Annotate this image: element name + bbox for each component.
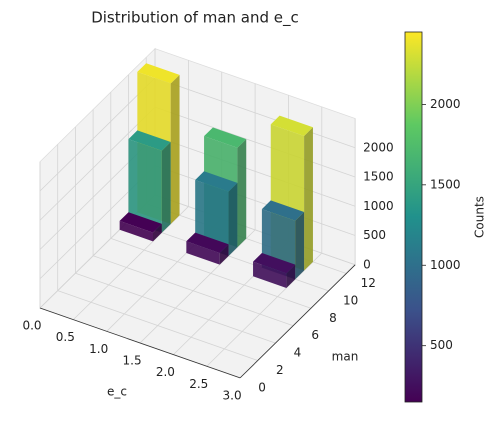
bar-top (253, 252, 296, 274)
grid-line (154, 136, 356, 207)
z-tick-label: 1500 (363, 170, 394, 184)
x-tick-label: 0.5 (56, 330, 75, 344)
bar-side (170, 74, 180, 224)
colorbar-tick-label: 1000 (430, 258, 461, 272)
x-tick-label: 0.0 (22, 319, 41, 333)
bar-side (161, 142, 171, 233)
y-tick-label: 4 (294, 346, 302, 360)
bar-top (119, 212, 162, 233)
bar-top (261, 200, 305, 221)
bar-side (237, 139, 247, 248)
colorbar-label: Counts (473, 196, 487, 238)
z-tick-label: 2000 (363, 140, 394, 154)
grid-line (39, 106, 156, 221)
bar-top (270, 115, 313, 136)
grid-line (75, 272, 276, 344)
grid-line (57, 290, 258, 361)
grid-line (39, 77, 156, 192)
x-axis-label: e_c (107, 385, 127, 399)
bar-top (137, 63, 180, 84)
x-tick-label: 2.0 (156, 365, 175, 379)
bar-top (204, 127, 247, 148)
bar-front (128, 139, 162, 233)
y-axis (239, 264, 356, 379)
bar-top (186, 232, 229, 253)
bar-front (186, 241, 220, 265)
bar-front (119, 220, 153, 242)
bar-side (219, 244, 229, 265)
z-tick-label: 0 (363, 257, 371, 271)
grid-line (206, 252, 323, 367)
z-tick-label: 1000 (363, 199, 394, 213)
bar (128, 130, 171, 233)
bar-top (195, 171, 238, 192)
colorbar (404, 31, 423, 403)
y-tick-label: 8 (329, 311, 337, 325)
bar-side (295, 212, 305, 280)
bar-side (153, 223, 162, 242)
y-tick-label: 10 (343, 293, 358, 307)
y-tick-label: 6 (311, 328, 319, 342)
colorbar-tick-label: 500 (430, 338, 453, 352)
colorbar-tick-label: 1500 (430, 177, 461, 191)
bar (253, 252, 296, 288)
chart-title: Distribution of man and e_c (91, 9, 299, 28)
grid-line (139, 229, 256, 344)
bar-side (228, 182, 238, 256)
bar-front (253, 261, 287, 288)
y-tick-label: 2 (276, 363, 284, 377)
x-tick-label: 1.0 (89, 342, 108, 356)
z-tick-label: 500 (363, 228, 386, 242)
bar (119, 212, 162, 242)
bar-side (304, 127, 313, 271)
x-tick-label: 2.5 (189, 377, 208, 391)
grid-line (92, 255, 294, 327)
x-tick-label: 3.0 (223, 388, 242, 402)
colorbar-tick-label: 2000 (430, 97, 461, 111)
bar (186, 232, 229, 265)
bar-top (128, 130, 171, 151)
x-axis (39, 307, 241, 379)
x-tick-label: 1.5 (123, 353, 142, 367)
y-tick-label: 0 (258, 380, 266, 394)
grid-line (154, 165, 356, 236)
grid-line (154, 77, 356, 149)
grid-line (110, 238, 312, 309)
grid-line (154, 194, 356, 266)
y-axis-label: man (332, 350, 359, 364)
bar-side (286, 264, 296, 288)
y-tick-label: 12 (361, 276, 376, 290)
grid-line (154, 106, 356, 178)
